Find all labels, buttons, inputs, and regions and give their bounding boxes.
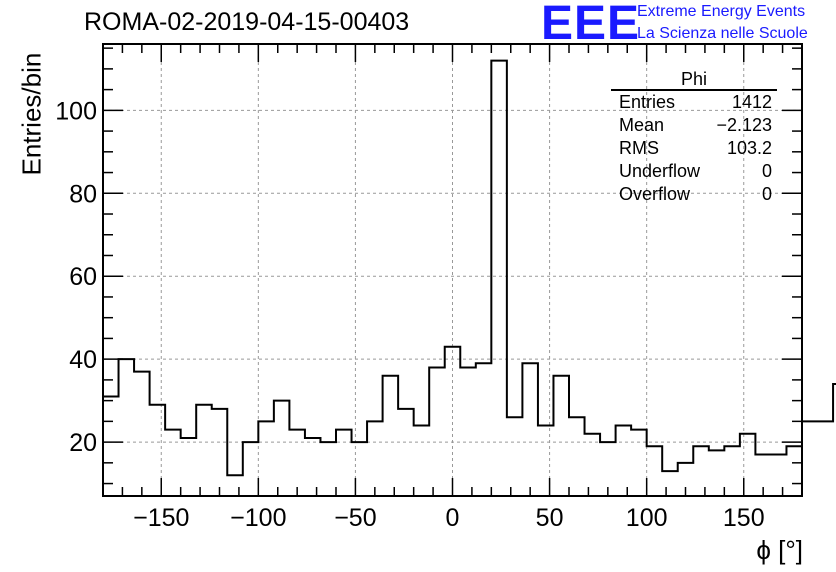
histogram-bin: [724, 446, 740, 496]
histogram-bin: [336, 430, 352, 496]
stats-title: Phi: [611, 69, 777, 91]
y-tick-label: 40: [69, 346, 97, 374]
histogram-bin: [662, 471, 678, 496]
stats-row-rms: RMS 103.2: [611, 137, 777, 160]
stats-value: 103.2: [726, 138, 772, 158]
histogram-bin: [165, 430, 181, 496]
x-tick-label: 100: [626, 504, 668, 532]
logo-text-line1: Extreme Energy Events: [637, 3, 806, 20]
histogram-bin: [367, 421, 383, 496]
x-tick-label: −50: [334, 504, 376, 532]
histogram-bin: [352, 442, 368, 496]
eee-logo: EEE: [541, 0, 641, 50]
histogram-bin: [616, 426, 632, 496]
y-tick-label: 60: [69, 263, 97, 291]
stats-value: 0: [761, 161, 772, 181]
histogram-bin: [289, 430, 305, 496]
y-tick-label: 80: [69, 180, 97, 208]
histogram-bin: [522, 363, 538, 496]
y-tick-label: 100: [55, 97, 97, 125]
histogram-bin: [740, 434, 756, 496]
x-tick-label: −150: [133, 504, 189, 532]
stats-row-overflow: Overflow 0: [611, 183, 777, 206]
histogram-bin: [631, 430, 647, 496]
histogram-bin: [196, 405, 212, 496]
histogram-bin: [414, 426, 430, 496]
histogram-series: [103, 59, 836, 477]
histogram-bin: [538, 426, 554, 496]
histogram-bin: [243, 442, 259, 496]
histogram-bin: [274, 401, 290, 496]
stats-value: −2.123: [716, 115, 772, 135]
histogram-bin: [150, 405, 166, 496]
histogram-bin: [771, 455, 787, 496]
histogram-bin: [786, 446, 802, 496]
histogram-bin: [320, 442, 336, 496]
stats-label: Overflow: [619, 184, 691, 204]
histogram-bin: [476, 363, 492, 496]
histogram-bin: [134, 372, 150, 496]
histogram-bin: [460, 367, 476, 496]
histogram-bin: [553, 376, 569, 496]
stats-label: Entries: [619, 92, 676, 112]
histogram-bin: [569, 417, 585, 496]
histogram-bin: [227, 475, 243, 496]
x-tick-label: 50: [536, 504, 564, 532]
x-tick-label: 0: [446, 504, 460, 532]
histogram-bin: [429, 367, 445, 496]
x-tick-label: −100: [230, 504, 286, 532]
y-tick-label: 20: [69, 429, 97, 457]
histogram-bin: [119, 359, 135, 496]
histogram-bin: [647, 446, 663, 496]
histogram-bin: [383, 376, 399, 496]
histogram-bin: [507, 417, 523, 496]
logo-text-line2: La Scienza nelle Scuole: [637, 25, 808, 42]
chart-title: ROMA-02-2019-04-15-00403: [84, 8, 410, 36]
stats-value: 0: [761, 184, 772, 204]
histogram-bin: [398, 409, 414, 496]
stats-row-underflow: Underflow 0: [611, 160, 777, 183]
x-tick-label: 150: [723, 504, 765, 532]
stats-label: Mean: [619, 115, 665, 135]
histogram-bin: [305, 438, 321, 496]
stats-label: Underflow: [619, 161, 701, 181]
histogram-bin: [258, 421, 274, 496]
stats-box: Phi Entries 1412 Mean −2.123 RMS 103.2 U…: [611, 69, 777, 206]
stats-value: 1412: [731, 92, 772, 112]
histogram-bin: [585, 434, 601, 496]
histogram-bin: [445, 347, 461, 496]
y-axis-label: Entries/bin: [16, 52, 47, 176]
histogram-bin: [818, 421, 834, 496]
histogram-bin: [103, 396, 119, 496]
stats-row-mean: Mean −2.123: [611, 114, 777, 137]
histogram-bin: [709, 450, 725, 496]
histogram-bin: [212, 409, 228, 496]
x-axis-label: ϕ [°]: [756, 535, 803, 565]
stats-row-entries: Entries 1412: [611, 91, 777, 114]
stats-label: RMS: [619, 138, 659, 158]
histogram-bin: [802, 421, 818, 496]
histogram-bin: [181, 438, 197, 496]
histogram-bin: [693, 446, 709, 496]
histogram-bin: [491, 61, 507, 496]
